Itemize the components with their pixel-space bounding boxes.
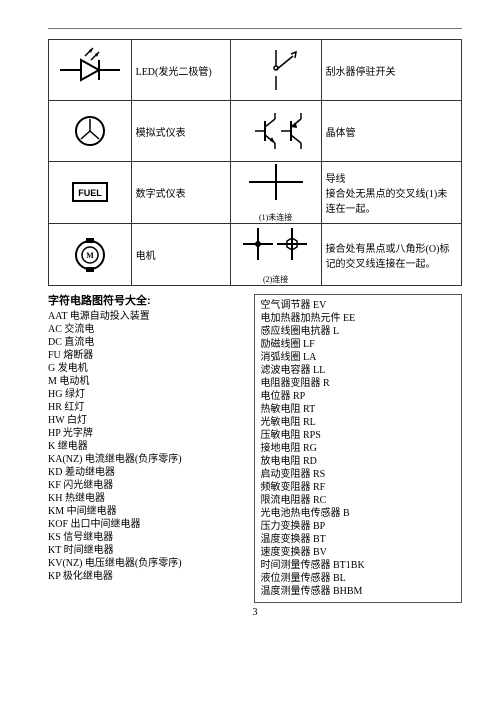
glossary-item: 启动变阻器 RS (261, 468, 456, 481)
glossary-item: 温度变换器 BT (261, 533, 456, 546)
symbol-label-right: 晶体管 (321, 101, 461, 162)
glossary-item: 温度测量传感器 BHBM (261, 585, 456, 598)
symbol-table: LED(发光二极管)刮水器停驻开关模拟式仪表 晶体管FUEL数字式仪表(1)未连… (48, 39, 462, 286)
glossary-item: KM 中间继电器 (48, 505, 246, 518)
glossary-item: HR 红灯 (48, 401, 246, 414)
glossary-item: 电位器 RP (261, 390, 456, 403)
glossary-item: 时间测量传感器 BT1BK (261, 559, 456, 572)
glossary-item: HW 白灯 (48, 414, 246, 427)
symbol-label-left: 数字式仪表 (131, 162, 230, 224)
symbol-icon-left: M (49, 224, 132, 286)
glossary-item: AAT 电源自动投入装置 (48, 310, 246, 323)
symbol-icon-left (49, 101, 132, 162)
glossary-item: 消弧线圈 LA (261, 351, 456, 364)
glossary-item: KT 时间继电器 (48, 544, 246, 557)
glossary-item: AC 交流电 (48, 323, 246, 336)
symbol-icon-right: (1)未连接 (230, 162, 321, 224)
glossary-right: 空气调节器 EV电加热器加热元件 EE感应线圈电抗器 L励磁线圈 LF消弧线圈 … (254, 294, 463, 603)
symbol-label-right: 接合处有黑点或八角形(O)标记的交叉线连接在一起。 (321, 224, 461, 286)
glossary-columns: 字符电路图符号大全: AAT 电源自动投入装置AC 交流电DC 直流电FU 熔断… (48, 294, 462, 603)
symbol-row: 模拟式仪表 晶体管 (49, 101, 462, 162)
glossary-item: 压力变换器 BP (261, 520, 456, 533)
glossary-item: 频敏变阻器 RF (261, 481, 456, 494)
glossary-item: 电加热器加热元件 EE (261, 312, 456, 325)
symbol-label-left: LED(发光二极管) (131, 40, 230, 101)
svg-text:FUEL: FUEL (78, 188, 102, 198)
svg-text:M: M (86, 251, 94, 260)
glossary-item: 滤波电容器 LL (261, 364, 456, 377)
glossary-item: KS 信号继电器 (48, 531, 246, 544)
symbol-icon-right (230, 40, 321, 101)
symbol-icon-left (49, 40, 132, 101)
symbol-label-left: 电机 (131, 224, 230, 286)
glossary-item: 电阻器变阻器 R (261, 377, 456, 390)
glossary-item: 接地电阻 RG (261, 442, 456, 455)
glossary-item: KA(NZ) 电流继电器(负序零序) (48, 453, 246, 466)
symbol-caption: (1)未连接 (231, 212, 321, 223)
glossary-item: 热敏电阻 RT (261, 403, 456, 416)
symbol-icon-right (230, 101, 321, 162)
glossary-item: HP 光字牌 (48, 427, 246, 440)
symbol-label-right: 刮水器停驻开关 (321, 40, 461, 101)
glossary-item: M 电动机 (48, 375, 246, 388)
glossary-item: KD 差动继电器 (48, 466, 246, 479)
glossary-item: FU 熔断器 (48, 349, 246, 362)
glossary-item: K 继电器 (48, 440, 246, 453)
glossary-item: 光电池热电传感器 B (261, 507, 456, 520)
glossary-item: G 发电机 (48, 362, 246, 375)
symbol-icon-left: FUEL (49, 162, 132, 224)
glossary-item: 速度变换器 BV (261, 546, 456, 559)
symbol-label-left: 模拟式仪表 (131, 101, 230, 162)
glossary-item: 空气调节器 EV (261, 299, 456, 312)
glossary-title: 字符电路图符号大全: (48, 294, 246, 308)
glossary-item: KP 极化继电器 (48, 570, 246, 583)
glossary-left: 字符电路图符号大全: AAT 电源自动投入装置AC 交流电DC 直流电FU 熔断… (48, 294, 246, 603)
symbol-row: LED(发光二极管) 刮水器停驻开关 (49, 40, 462, 101)
glossary-item: HG 绿灯 (48, 388, 246, 401)
glossary-item: 光敏电阻 RL (261, 416, 456, 429)
glossary-item: KF 闪光继电器 (48, 479, 246, 492)
symbol-label-right: 导线 接合处无黑点的交叉线(1)未连在一起。 (321, 162, 461, 224)
glossary-item: 放电电阻 RD (261, 455, 456, 468)
glossary-item: 励磁线圈 LF (261, 338, 456, 351)
glossary-item: DC 直流电 (48, 336, 246, 349)
glossary-item: 液位测量传感器 BL (261, 572, 456, 585)
symbol-icon-right: (2)连接 (230, 224, 321, 286)
symbol-row: M 电机 (2)连接接合处有黑点或八角形(O)标记的交叉线连接在一起。 (49, 224, 462, 286)
glossary-item: KOF 出口中间继电器 (48, 518, 246, 531)
symbol-row: FUEL 数字式仪表(1)未连接导线 接合处无黑点的交叉线(1)未连在一起。 (49, 162, 462, 224)
glossary-item: 压敏电阻 RPS (261, 429, 456, 442)
glossary-item: 限流电阻器 RC (261, 494, 456, 507)
glossary-item: KV(NZ) 电压继电器(负序零序) (48, 557, 246, 570)
symbol-caption: (2)连接 (231, 274, 321, 285)
glossary-item: KH 热继电器 (48, 492, 246, 505)
page-number: 3 (48, 607, 462, 618)
header-rule (48, 28, 462, 29)
glossary-item: 感应线圈电抗器 L (261, 325, 456, 338)
